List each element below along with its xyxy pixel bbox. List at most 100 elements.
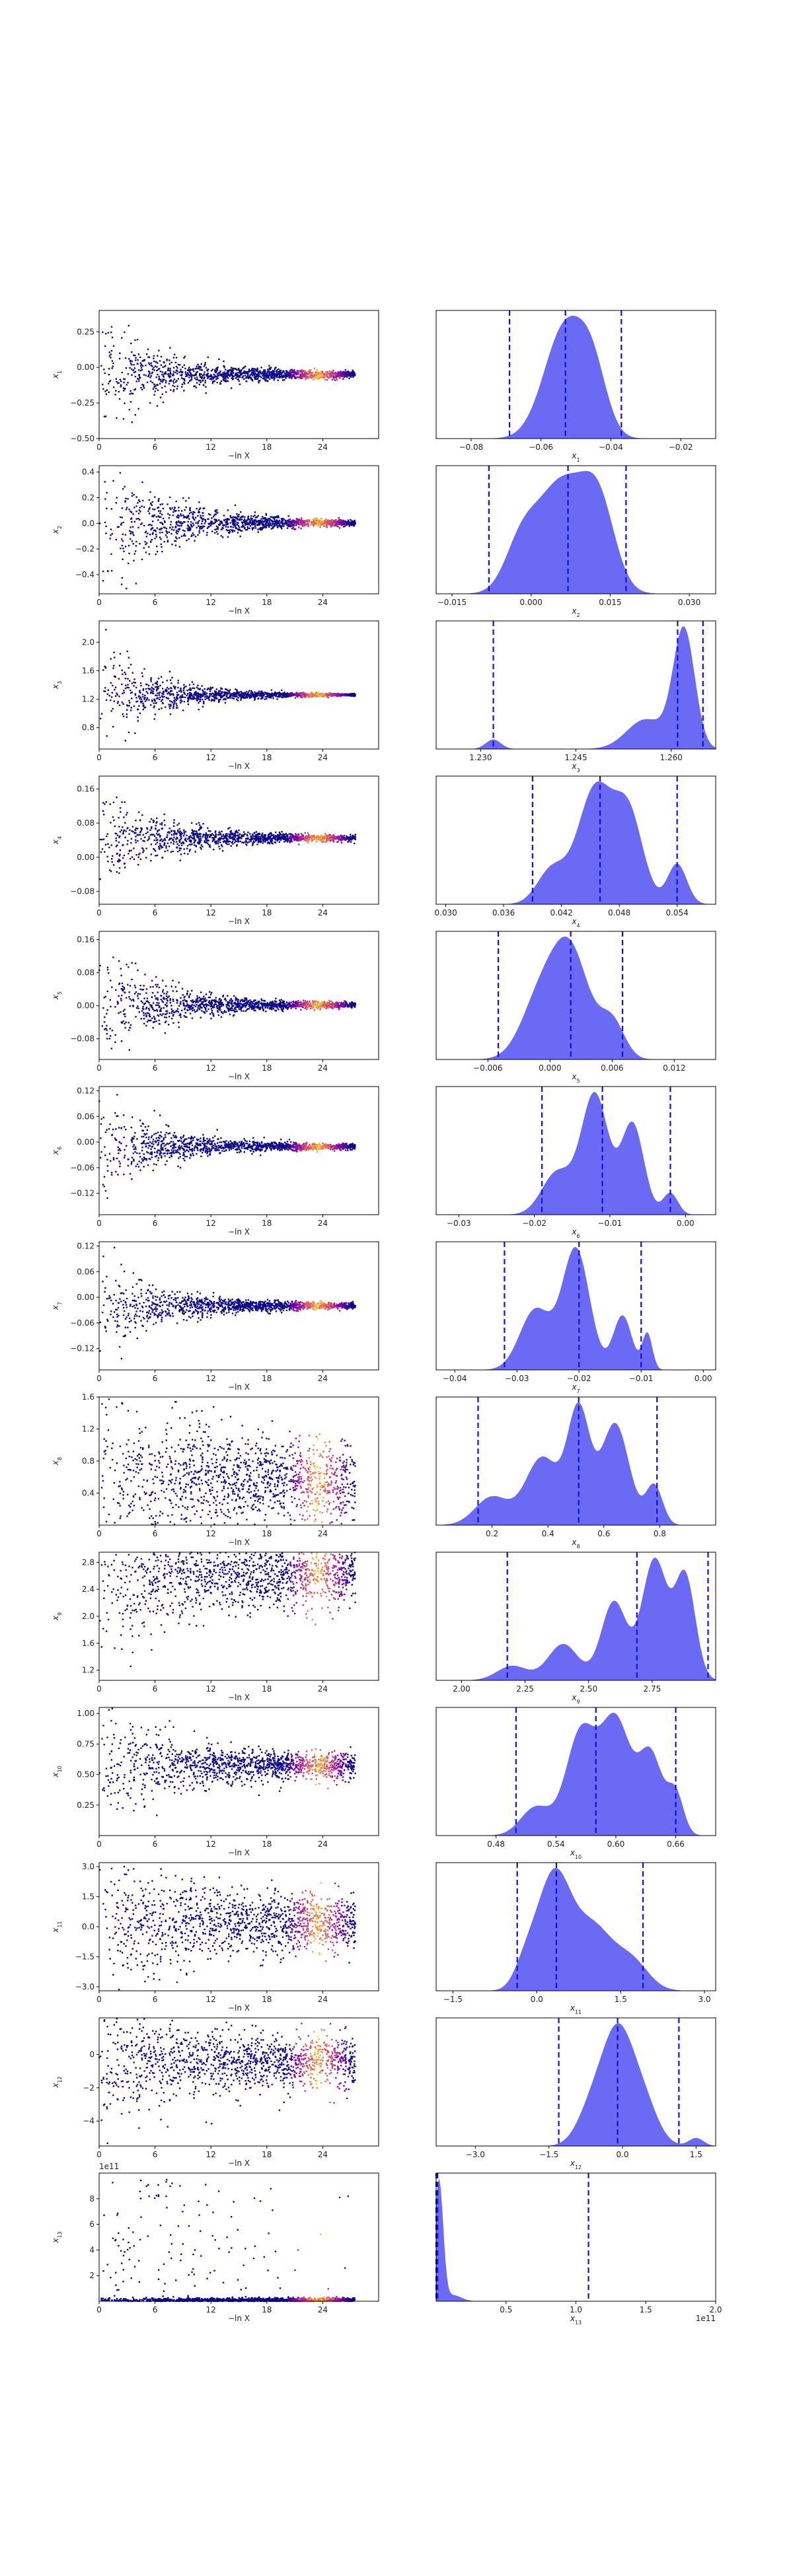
trace-point [111, 360, 114, 362]
trace-point [182, 842, 185, 845]
trace-point [227, 526, 229, 528]
trace-point [283, 693, 286, 696]
trace-point [239, 376, 241, 378]
trace-point [127, 840, 129, 842]
trace-point [245, 375, 246, 376]
trace-point [110, 696, 113, 698]
trace-point [317, 523, 319, 525]
trace-point [312, 519, 315, 521]
trace-point [157, 384, 159, 386]
trace-point [198, 511, 200, 513]
trace-point [172, 839, 174, 841]
trace-point [260, 527, 262, 529]
trace-point [290, 695, 292, 697]
trace-point [227, 371, 229, 373]
trace-point [231, 371, 233, 373]
trace-point [188, 376, 190, 378]
trace-point [332, 520, 334, 522]
trace-point [181, 694, 184, 696]
trace-point [276, 694, 278, 696]
trace-point [228, 371, 230, 373]
trace-point [223, 691, 225, 694]
trace-point [239, 834, 241, 836]
trace-point [141, 814, 143, 816]
trace-point [258, 698, 260, 699]
trace-point [277, 692, 279, 694]
trace-point [209, 845, 211, 847]
trace-point [200, 363, 202, 365]
trace-point [348, 840, 350, 842]
trace-x-tick-label: 12 [206, 443, 216, 452]
trace-point [180, 844, 183, 846]
posterior-x-tick-label: −0.06 [529, 443, 553, 452]
trace-point [124, 801, 126, 803]
trace-point [206, 375, 208, 377]
trace-point [194, 694, 197, 696]
trace-point [319, 519, 322, 522]
trace-point [273, 516, 275, 518]
trace-point [126, 686, 128, 689]
trace-point [302, 375, 304, 376]
trace-point [260, 376, 262, 378]
trace-point [224, 693, 226, 695]
trace-point [227, 522, 229, 524]
trace-point [166, 531, 168, 533]
trace-point [227, 530, 229, 532]
trace-point [124, 673, 127, 675]
trace-point [309, 519, 311, 522]
trace-point [121, 507, 124, 509]
trace-point [145, 552, 147, 554]
trace-point [145, 688, 147, 690]
trace-point [353, 522, 355, 524]
trace-point [315, 693, 317, 696]
trace-point [133, 553, 135, 555]
trace-point [279, 523, 281, 526]
trace-point [139, 700, 142, 703]
posterior-x-tick-label: −0.04 [599, 443, 623, 452]
trace-point [200, 517, 202, 519]
trace-point [240, 699, 242, 701]
trace-point [206, 692, 208, 694]
trace-point [153, 820, 155, 822]
trace-point [219, 520, 221, 522]
trace-point [158, 829, 161, 831]
trace-point [266, 520, 269, 522]
trace-point [248, 524, 250, 526]
trace-point [311, 376, 313, 378]
trace-point [305, 373, 308, 375]
trace-point [192, 518, 195, 520]
trace-point [354, 694, 356, 696]
trace-point [246, 380, 248, 382]
trace-point [126, 507, 128, 509]
trace-point [263, 369, 265, 371]
trace-point [246, 529, 248, 531]
trace-point [221, 373, 223, 376]
trace-point [118, 872, 120, 875]
trace-point [192, 833, 194, 835]
trace-point [133, 371, 135, 374]
trace-point [230, 373, 232, 375]
trace-point [336, 376, 338, 378]
trace-point [116, 692, 118, 694]
trace-point [243, 693, 245, 695]
trace-point [128, 731, 130, 733]
trace-point [153, 688, 155, 690]
trace-point [299, 694, 301, 697]
trace-point [150, 843, 152, 845]
trace-point [134, 339, 136, 341]
trace-point [264, 378, 266, 380]
trace-point [193, 694, 195, 696]
trace-point [172, 705, 174, 707]
trace-point [352, 522, 354, 524]
trace-point [211, 840, 213, 842]
trace-point [133, 389, 135, 391]
trace-point [202, 694, 204, 696]
trace-point [321, 524, 322, 526]
trace-point [262, 697, 264, 699]
trace-point [327, 696, 329, 699]
trace-point [219, 372, 221, 374]
trace-point [206, 688, 208, 691]
trace-point [142, 385, 145, 387]
trace-point [352, 695, 354, 697]
